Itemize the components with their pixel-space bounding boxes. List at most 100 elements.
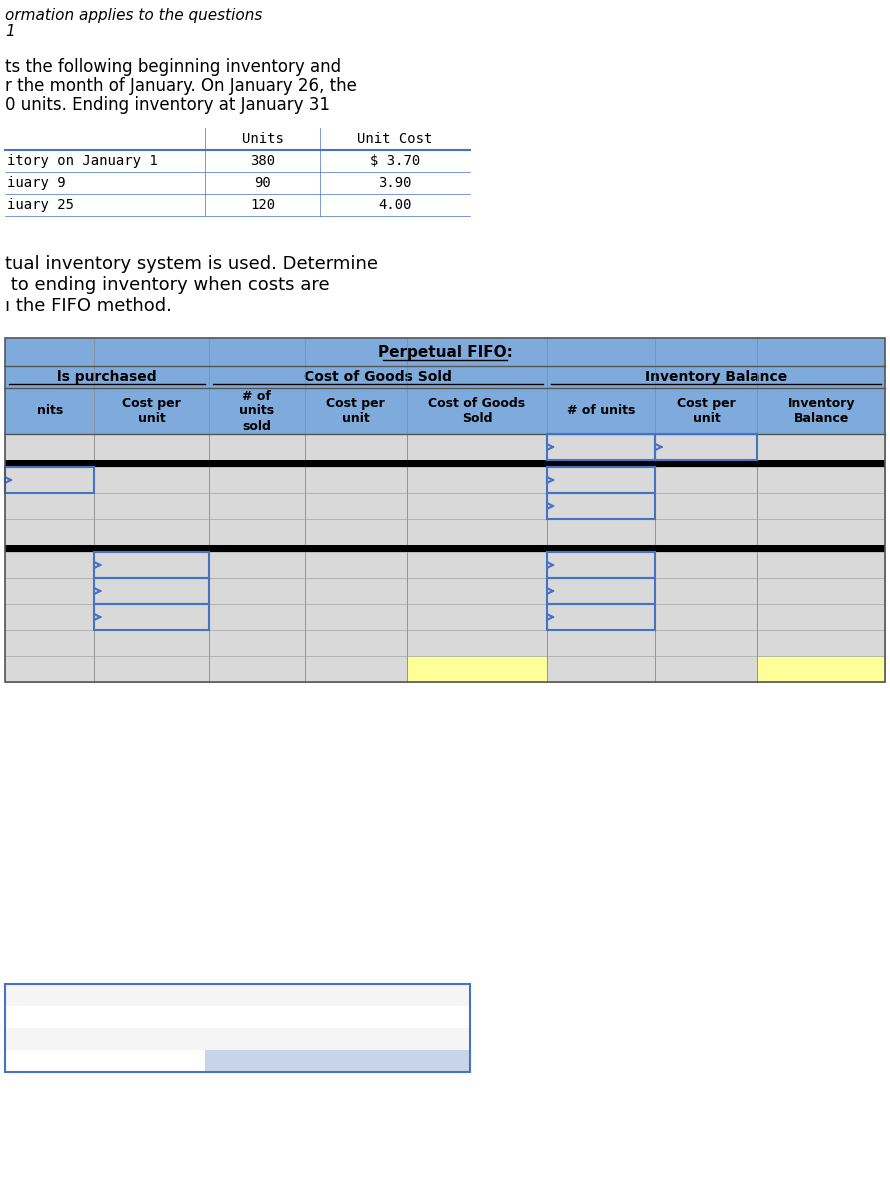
Bar xyxy=(655,578,757,604)
Bar xyxy=(757,552,885,578)
Bar xyxy=(547,388,655,434)
Text: Inventory
Balance: Inventory Balance xyxy=(788,397,855,425)
Text: # of
units
sold: # of units sold xyxy=(239,390,274,432)
Bar xyxy=(407,467,547,493)
Bar xyxy=(5,604,94,630)
Text: 1: 1 xyxy=(5,24,15,38)
Bar xyxy=(304,493,407,518)
Bar xyxy=(5,434,94,460)
Bar xyxy=(407,552,547,578)
Bar xyxy=(94,630,209,656)
Bar xyxy=(547,630,655,656)
Bar xyxy=(757,434,885,460)
Bar xyxy=(757,578,885,604)
Bar xyxy=(547,493,655,518)
Bar xyxy=(304,552,407,578)
Bar xyxy=(304,630,407,656)
Bar xyxy=(757,630,885,656)
Bar xyxy=(547,578,655,604)
Bar xyxy=(757,518,885,545)
Bar xyxy=(407,578,547,604)
Text: Cost of Goods
Sold: Cost of Goods Sold xyxy=(428,397,525,425)
Bar xyxy=(655,604,757,630)
Bar xyxy=(5,984,470,1072)
Bar xyxy=(5,552,94,578)
Text: to ending inventory when costs are: to ending inventory when costs are xyxy=(5,276,329,294)
Bar xyxy=(757,604,885,630)
Bar xyxy=(547,604,655,630)
Bar xyxy=(547,493,655,518)
Bar xyxy=(757,656,885,682)
Bar xyxy=(5,656,94,682)
Bar xyxy=(209,578,304,604)
Bar xyxy=(5,493,94,518)
Text: Perpetual FIFO:: Perpetual FIFO: xyxy=(377,344,513,360)
Text: tual inventory system is used. Determine: tual inventory system is used. Determine xyxy=(5,254,378,272)
Bar xyxy=(407,604,547,630)
Bar xyxy=(94,604,209,630)
Bar xyxy=(94,388,209,434)
Bar xyxy=(547,604,655,630)
Text: r the month of January. On January 26, the: r the month of January. On January 26, t… xyxy=(5,77,357,95)
Bar xyxy=(304,467,407,493)
Text: Inventory Balance: Inventory Balance xyxy=(645,370,787,384)
Text: $ 3.70: $ 3.70 xyxy=(370,154,420,168)
Bar xyxy=(547,518,655,545)
Text: Cost per
unit: Cost per unit xyxy=(327,397,385,425)
Bar xyxy=(547,656,655,682)
Bar xyxy=(5,467,94,493)
Text: nits: nits xyxy=(36,404,63,418)
Bar xyxy=(94,518,209,545)
Text: iuary 9: iuary 9 xyxy=(7,176,66,190)
Text: Cost of Goods Sold: Cost of Goods Sold xyxy=(304,370,452,384)
Bar xyxy=(5,630,94,656)
Bar xyxy=(547,578,655,604)
Bar xyxy=(94,434,209,460)
Text: Cost per
unit: Cost per unit xyxy=(677,397,736,425)
Bar xyxy=(209,518,304,545)
Text: ts the following beginning inventory and: ts the following beginning inventory and xyxy=(5,58,341,76)
Bar xyxy=(547,552,655,578)
Bar xyxy=(209,493,304,518)
Bar xyxy=(94,578,209,604)
Bar xyxy=(209,434,304,460)
Text: itory on January 1: itory on January 1 xyxy=(7,154,158,168)
Text: 120: 120 xyxy=(250,198,275,212)
Bar xyxy=(209,604,304,630)
Bar xyxy=(655,467,757,493)
Bar xyxy=(655,656,757,682)
Bar xyxy=(94,552,209,578)
Text: iuary 25: iuary 25 xyxy=(7,198,74,212)
Bar xyxy=(304,434,407,460)
Bar xyxy=(757,467,885,493)
Bar xyxy=(209,656,304,682)
Bar xyxy=(209,552,304,578)
Bar xyxy=(757,493,885,518)
Bar xyxy=(94,656,209,682)
Bar xyxy=(407,630,547,656)
Text: Cost per
unit: Cost per unit xyxy=(122,397,181,425)
Text: 4.00: 4.00 xyxy=(378,198,412,212)
Bar xyxy=(5,518,94,545)
Bar xyxy=(209,366,547,388)
Bar xyxy=(304,518,407,545)
Bar xyxy=(547,366,885,388)
Bar xyxy=(5,338,885,366)
Bar xyxy=(655,552,757,578)
Bar xyxy=(209,388,304,434)
Bar xyxy=(407,493,547,518)
Bar xyxy=(209,467,304,493)
Text: 90: 90 xyxy=(255,176,271,190)
Bar xyxy=(407,656,547,682)
Bar xyxy=(547,467,655,493)
Bar xyxy=(94,467,209,493)
Bar xyxy=(94,493,209,518)
Bar xyxy=(655,434,757,460)
Bar xyxy=(655,518,757,545)
Bar xyxy=(5,388,94,434)
Bar xyxy=(5,578,94,604)
Bar xyxy=(304,656,407,682)
Bar xyxy=(5,984,470,1006)
Text: 0 units. Ending inventory at January 31: 0 units. Ending inventory at January 31 xyxy=(5,96,330,114)
Bar xyxy=(5,338,885,682)
